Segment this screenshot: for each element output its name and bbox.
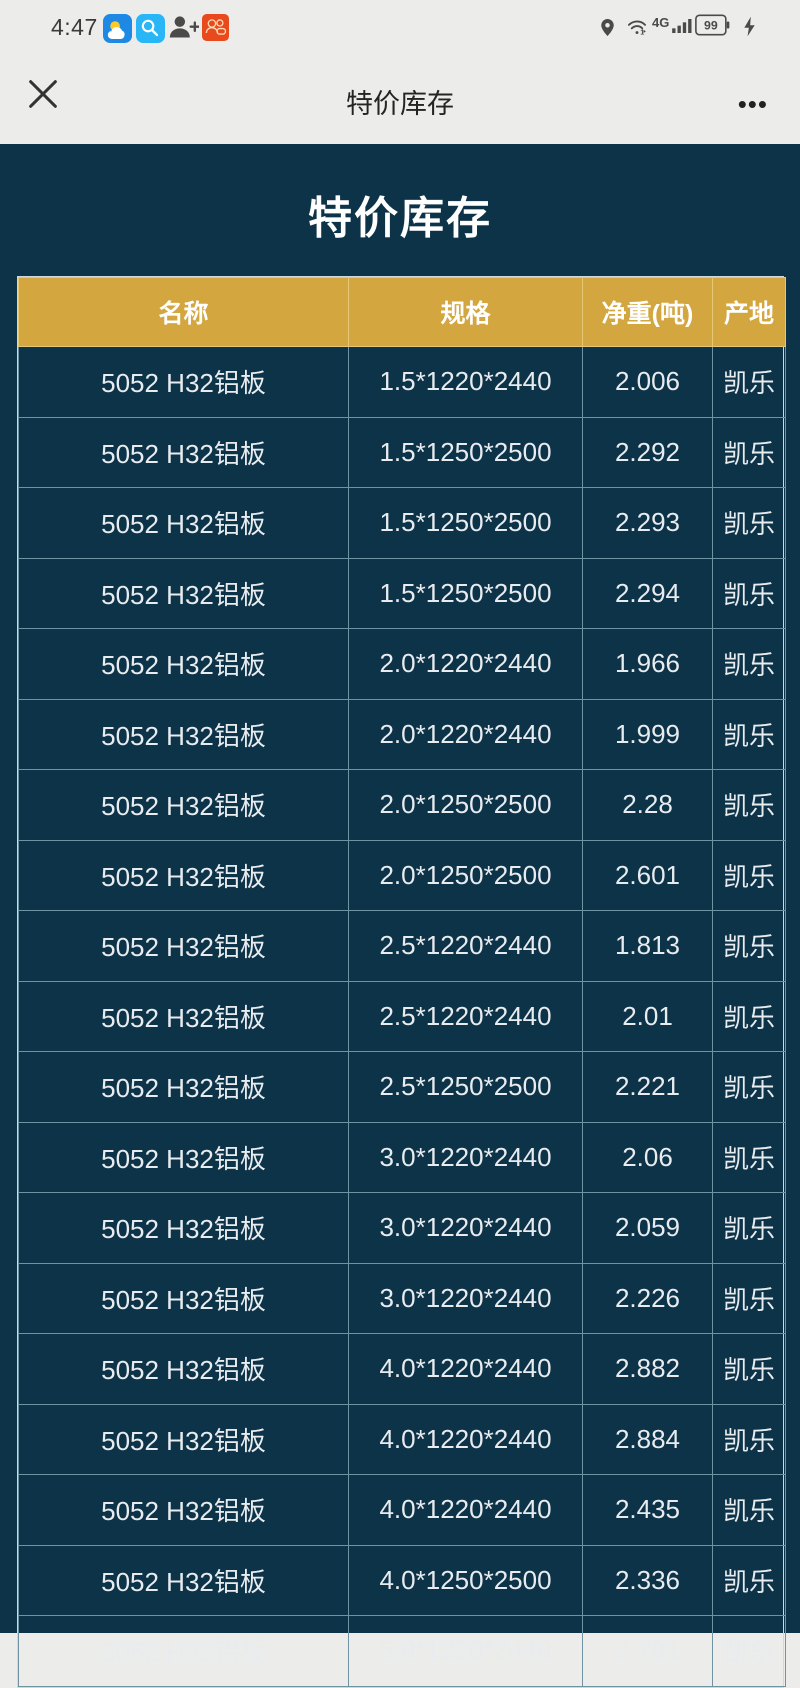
svg-text:99: 99 <box>704 18 718 32</box>
